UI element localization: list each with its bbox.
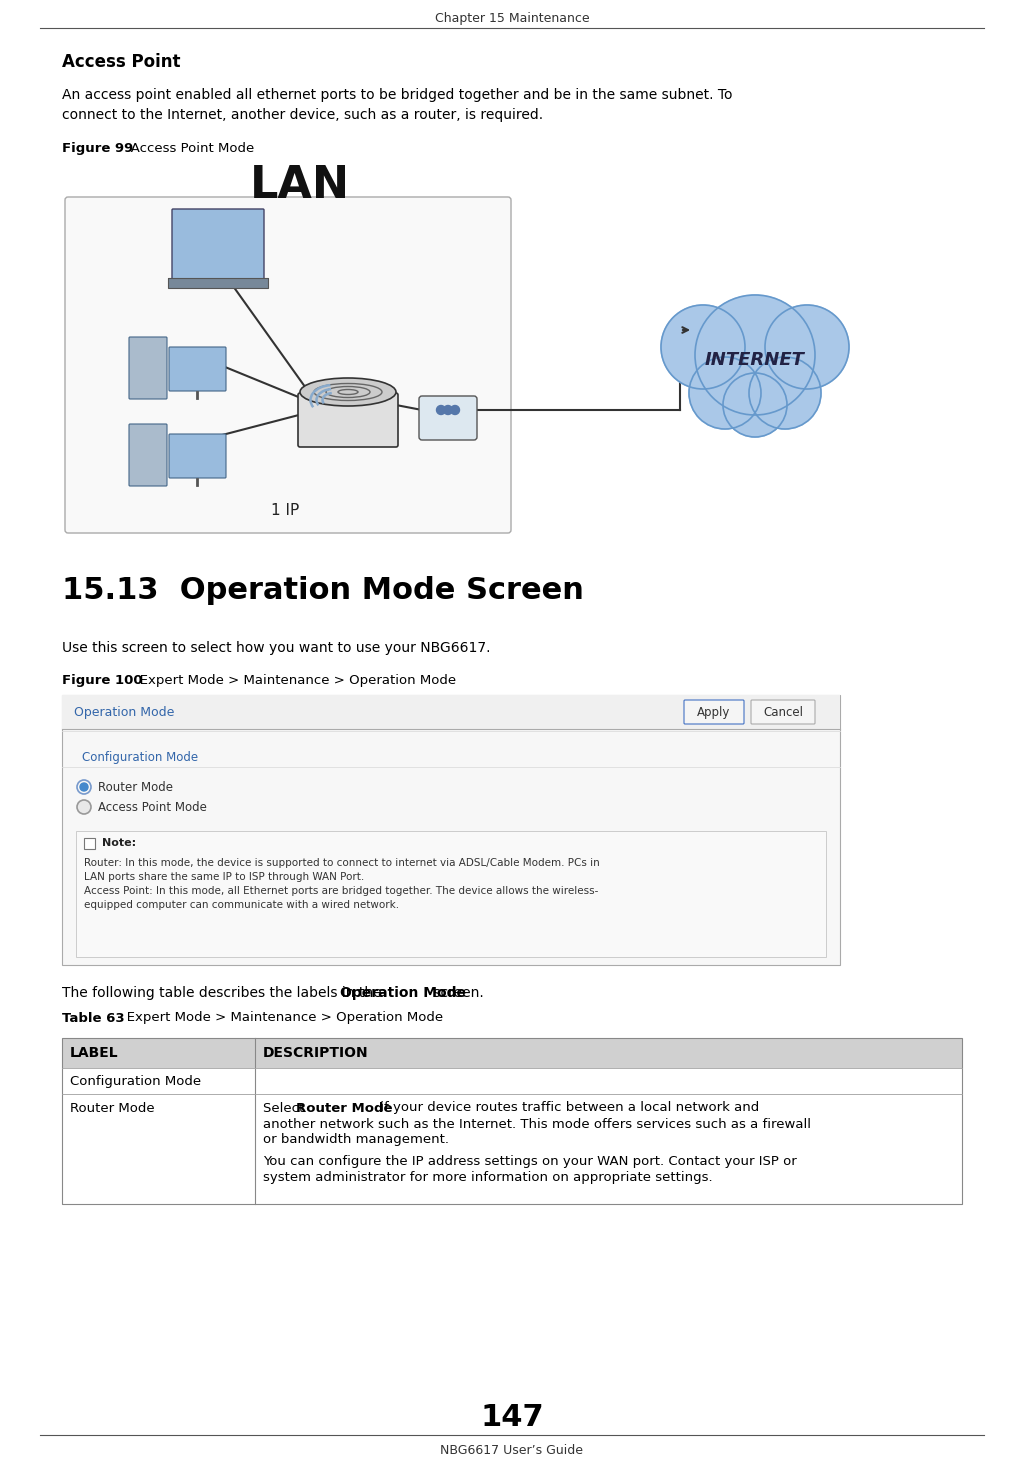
FancyBboxPatch shape	[169, 347, 226, 391]
FancyBboxPatch shape	[298, 393, 398, 447]
FancyBboxPatch shape	[168, 278, 268, 289]
Text: Access Point Mode: Access Point Mode	[118, 142, 254, 154]
Text: Router Mode: Router Mode	[98, 781, 173, 794]
Ellipse shape	[300, 378, 396, 406]
Text: equipped computer can communicate with a wired network.: equipped computer can communicate with a…	[84, 900, 399, 910]
Circle shape	[723, 374, 787, 437]
Circle shape	[80, 782, 88, 791]
Bar	[84, 838, 95, 850]
Circle shape	[78, 800, 90, 813]
Text: Use this screen to select how you want to use your NBG6617.: Use this screen to select how you want t…	[62, 642, 490, 655]
Text: or bandwidth management.: or bandwidth management.	[263, 1134, 449, 1147]
FancyBboxPatch shape	[751, 700, 815, 724]
Circle shape	[695, 294, 815, 415]
Text: Figure 99: Figure 99	[62, 142, 133, 154]
FancyBboxPatch shape	[419, 396, 477, 440]
Text: if your device routes traffic between a local network and: if your device routes traffic between a …	[376, 1102, 759, 1115]
FancyBboxPatch shape	[684, 700, 744, 724]
Text: NBG6617 User’s Guide: NBG6617 User’s Guide	[440, 1443, 584, 1456]
Text: Expert Mode > Maintenance > Operation Mode: Expert Mode > Maintenance > Operation Mo…	[127, 674, 456, 687]
Circle shape	[443, 406, 453, 415]
Text: Router: In this mode, the device is supported to connect to internet via ADSL/Ca: Router: In this mode, the device is supp…	[84, 858, 600, 867]
Text: The following table describes the labels in the: The following table describes the labels…	[62, 986, 386, 1001]
Text: Operation Mode: Operation Mode	[74, 706, 174, 718]
Text: screen.: screen.	[429, 986, 483, 1001]
Text: LAN: LAN	[250, 164, 350, 207]
Bar	[76, 831, 826, 957]
Circle shape	[689, 357, 761, 429]
Text: Router Mode: Router Mode	[296, 1102, 392, 1115]
Text: 147: 147	[480, 1403, 544, 1433]
Text: An access point enabled all ethernet ports to be bridged together and be in the : An access point enabled all ethernet por…	[62, 88, 732, 103]
FancyBboxPatch shape	[172, 209, 264, 281]
Text: Router Mode: Router Mode	[70, 1102, 155, 1115]
Text: DESCRIPTION: DESCRIPTION	[263, 1046, 369, 1061]
Text: Table 63: Table 63	[62, 1011, 125, 1024]
Text: Cancel: Cancel	[763, 706, 803, 718]
FancyBboxPatch shape	[129, 337, 167, 398]
Text: LAN ports share the same IP to ISP through WAN Port.: LAN ports share the same IP to ISP throu…	[84, 872, 365, 882]
Bar	[62, 694, 840, 730]
Text: Apply: Apply	[697, 706, 731, 718]
Text: Chapter 15 Maintenance: Chapter 15 Maintenance	[434, 12, 590, 25]
Text: system administrator for more information on appropriate settings.: system administrator for more informatio…	[263, 1172, 713, 1185]
Text: Access Point Mode: Access Point Mode	[98, 800, 207, 813]
Bar	[62, 694, 840, 965]
FancyBboxPatch shape	[65, 196, 511, 533]
Bar	[62, 1068, 962, 1094]
Circle shape	[436, 406, 445, 415]
Text: connect to the Internet, another device, such as a router, is required.: connect to the Internet, another device,…	[62, 108, 543, 122]
Circle shape	[662, 305, 745, 390]
Bar	[62, 1039, 962, 1068]
Text: another network such as the Internet. This mode offers services such as a firewa: another network such as the Internet. Th…	[263, 1118, 811, 1131]
Text: 15.13  Operation Mode Screen: 15.13 Operation Mode Screen	[62, 576, 584, 605]
FancyBboxPatch shape	[169, 434, 226, 478]
Text: Expert Mode > Maintenance > Operation Mode: Expert Mode > Maintenance > Operation Mo…	[114, 1011, 443, 1024]
FancyBboxPatch shape	[129, 423, 167, 486]
Text: Note:: Note:	[102, 838, 136, 848]
Text: You can configure the IP address settings on your WAN port. Contact your ISP or: You can configure the IP address setting…	[263, 1156, 797, 1169]
Text: Operation Mode: Operation Mode	[340, 986, 466, 1001]
Text: Access Point: Access Point	[62, 53, 180, 70]
Text: Configuration Mode: Configuration Mode	[70, 1074, 201, 1087]
Circle shape	[451, 406, 460, 415]
Bar	[62, 1039, 962, 1204]
Circle shape	[749, 357, 821, 429]
Text: INTERNET: INTERNET	[706, 352, 805, 369]
Circle shape	[765, 305, 849, 390]
Bar	[62, 1094, 962, 1204]
Text: Figure 100: Figure 100	[62, 674, 142, 687]
Text: Access Point: In this mode, all Ethernet ports are bridged together. The device : Access Point: In this mode, all Ethernet…	[84, 886, 598, 897]
Text: LABEL: LABEL	[70, 1046, 119, 1061]
Text: Select: Select	[263, 1102, 308, 1115]
Text: Configuration Mode: Configuration Mode	[82, 750, 198, 763]
Text: 1 IP: 1 IP	[271, 502, 299, 517]
